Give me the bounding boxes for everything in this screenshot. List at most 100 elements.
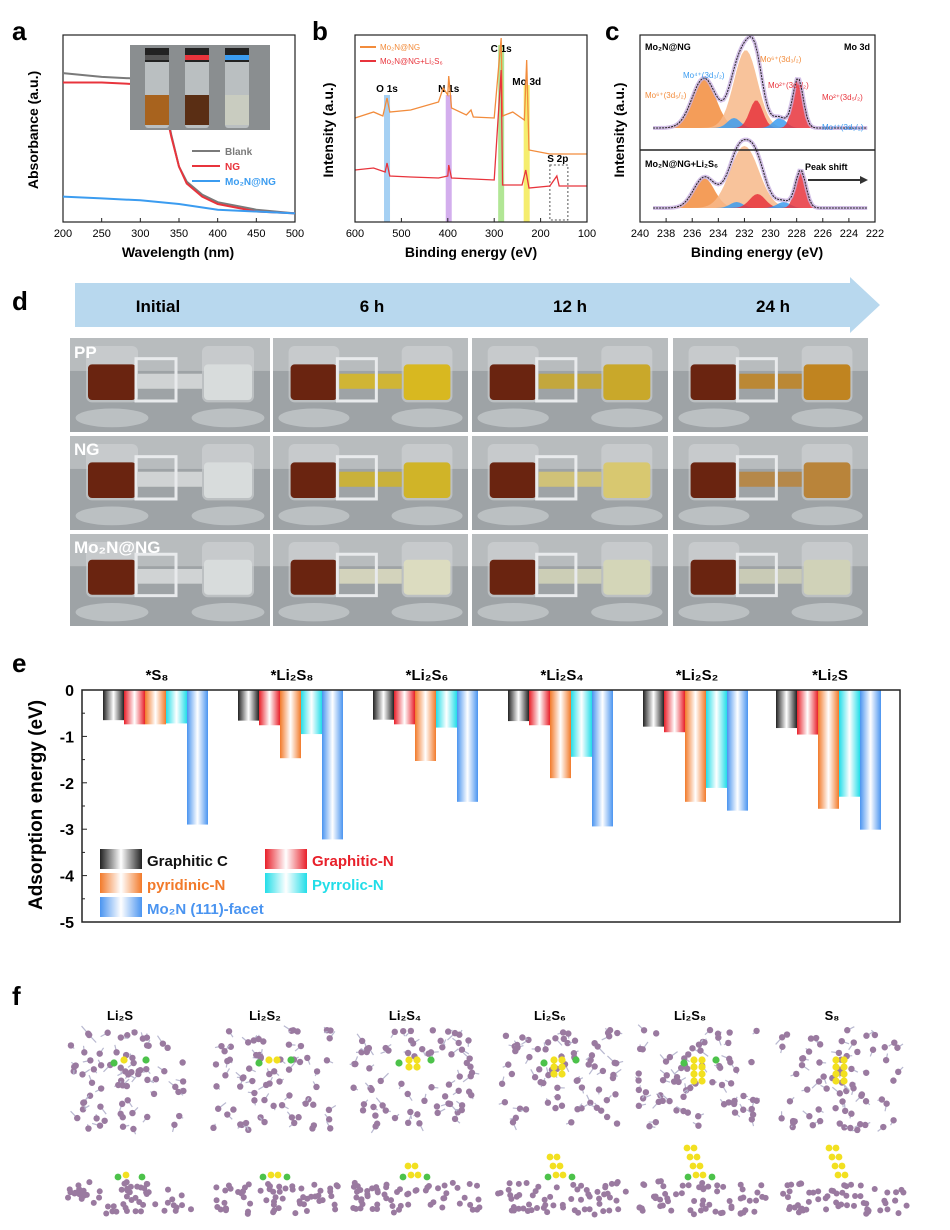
host-atom <box>65 1194 72 1201</box>
lithium-atom <box>255 1059 263 1067</box>
host-atom <box>520 1205 527 1212</box>
host-atom <box>448 1051 455 1058</box>
host-atom <box>458 1046 466 1053</box>
host-atom <box>570 1181 577 1188</box>
host-atom <box>816 1117 824 1125</box>
host-atom <box>164 1199 171 1206</box>
host-atom <box>815 1188 822 1195</box>
host-atom <box>237 1121 244 1128</box>
host-atom <box>880 1123 887 1131</box>
host-atom <box>718 1081 726 1089</box>
host-atom <box>622 1188 629 1195</box>
host-atom <box>144 1113 151 1121</box>
host-atom <box>740 1092 747 1100</box>
lithium-atom <box>684 1173 692 1181</box>
host-atom <box>608 1180 615 1187</box>
right-vial-liquid <box>803 559 851 595</box>
host-atom <box>125 1071 132 1078</box>
panel-label-b: b <box>312 16 328 46</box>
host-atom <box>786 1098 794 1105</box>
host-atom <box>731 1109 739 1116</box>
host-atom <box>594 1043 601 1050</box>
host-atom <box>451 1029 459 1037</box>
host-atom <box>805 1048 813 1055</box>
bar-pyrrolicn <box>166 690 187 724</box>
host-atom <box>585 1191 592 1198</box>
host-atom <box>461 1194 468 1201</box>
host-atom <box>119 1123 127 1130</box>
peak-shift-arrowhead <box>860 176 868 184</box>
host-atom <box>441 1093 449 1100</box>
host-atom <box>673 1191 680 1198</box>
host-atom <box>746 1197 753 1204</box>
vial-base <box>278 408 350 428</box>
vial-band <box>145 55 169 60</box>
host-atom <box>130 1059 137 1067</box>
host-atom <box>812 1034 820 1042</box>
left-vial-liquid <box>690 364 738 401</box>
left-vial-liquid <box>489 364 537 401</box>
host-atom <box>109 1208 116 1215</box>
host-atom <box>143 1190 150 1197</box>
host-atom <box>673 1107 680 1114</box>
host-atom <box>635 1102 643 1110</box>
host-atom <box>276 1183 283 1190</box>
host-atom <box>271 1198 278 1205</box>
host-atom <box>165 1186 172 1193</box>
host-atom <box>574 1077 581 1084</box>
host-atom <box>662 1190 669 1197</box>
bar-pyridinicn <box>550 690 571 779</box>
vial-base <box>278 506 350 526</box>
host-atom <box>260 1038 267 1045</box>
host-atom <box>434 1109 441 1117</box>
host-atom <box>515 1180 522 1187</box>
h-cell-bridge <box>538 568 602 584</box>
sulfur-atom <box>558 1070 566 1078</box>
host-atom <box>852 1193 859 1200</box>
y-tick-label: -1 <box>60 729 74 746</box>
panel-label-a: a <box>12 16 27 46</box>
host-atom <box>328 1193 335 1200</box>
right-vial-liquid <box>403 559 451 595</box>
host-atom <box>176 1112 183 1120</box>
host-atom <box>288 1114 296 1121</box>
host-atom <box>839 1098 846 1105</box>
host-atom <box>844 1027 851 1034</box>
sulfur-atom <box>414 1171 422 1179</box>
host-atom <box>352 1060 359 1068</box>
host-atom <box>574 1105 581 1113</box>
left-vial-liquid <box>489 559 537 595</box>
host-atom <box>565 1030 572 1037</box>
sulfur-atom <box>404 1162 412 1170</box>
host-atom <box>495 1190 502 1197</box>
top-component-1 <box>666 50 836 128</box>
vial-base <box>477 408 549 428</box>
host-atom <box>691 1197 698 1204</box>
host-atom <box>217 1206 224 1213</box>
host-atom <box>685 1182 692 1189</box>
host-atom <box>903 1202 910 1209</box>
host-atom <box>552 1104 559 1112</box>
host-atom <box>508 1070 516 1078</box>
host-atom <box>90 1199 97 1206</box>
host-atom <box>730 1100 738 1108</box>
panel-label-d: d <box>12 286 28 316</box>
host-atom <box>103 1210 110 1217</box>
y-tick-label: -2 <box>60 776 74 793</box>
panel-a-xtick-label: 400 <box>208 228 226 240</box>
host-atom <box>505 1061 512 1068</box>
h-cell-bridge <box>138 471 202 487</box>
host-atom <box>113 1049 120 1056</box>
host-atom <box>80 1099 88 1106</box>
h-cell-bridge <box>339 568 402 584</box>
host-atom <box>135 1070 142 1078</box>
panel-b-frame <box>354 34 588 223</box>
host-atom <box>828 1187 835 1194</box>
host-atom <box>815 1078 823 1085</box>
host-atom <box>179 1059 186 1066</box>
host-atom <box>313 1083 320 1091</box>
host-atom <box>212 1061 220 1068</box>
host-atom <box>809 1121 817 1129</box>
host-atom <box>390 1209 397 1216</box>
peak-band-3 <box>523 85 530 222</box>
